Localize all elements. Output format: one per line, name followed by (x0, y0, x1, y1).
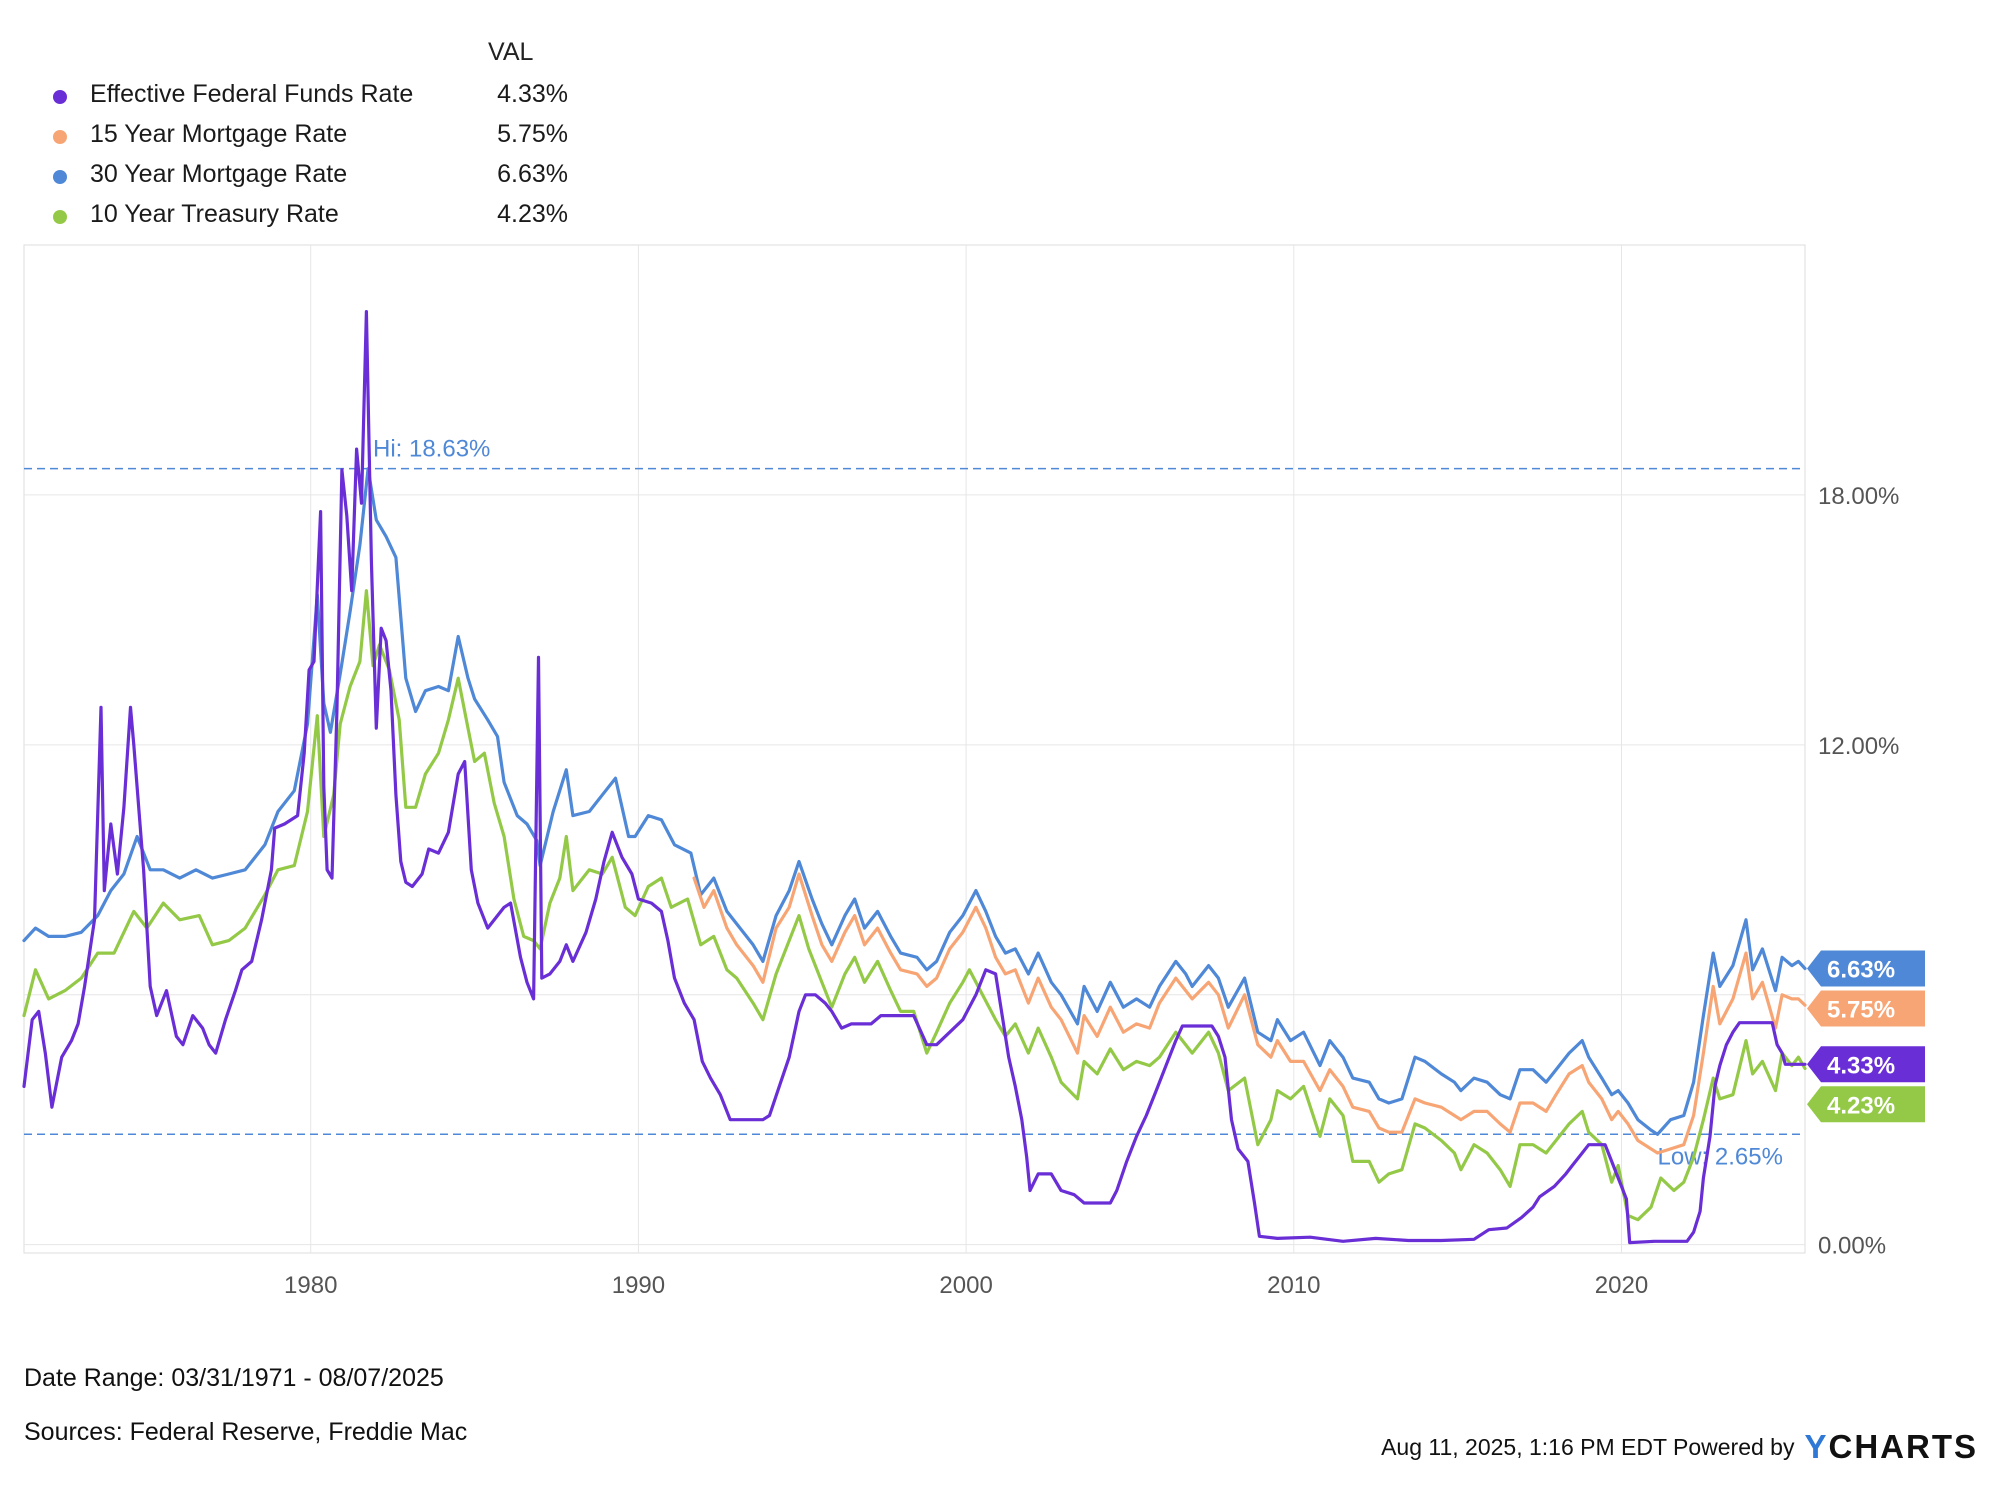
series-lines (22, 310, 1807, 1245)
end-label: 4.33% (1807, 1046, 1925, 1083)
series-line (692, 872, 1807, 1155)
reference-label: Hi: 18.63% (373, 436, 490, 463)
end-label-tag (1807, 1086, 1925, 1123)
x-tick-label: 2020 (1595, 1272, 1648, 1299)
x-tick-label: 2010 (1267, 1272, 1320, 1299)
y-tick-label: 12.00% (1818, 733, 1899, 760)
end-label-text: 4.33% (1827, 1052, 1895, 1079)
legend-value: 4.23% (497, 200, 568, 228)
series-dot-icon (53, 90, 67, 104)
y-axis: 0.00% 12.00% 18.00% (1818, 483, 1899, 1260)
legend-item-10yr-treasury[interactable]: 10 Year Treasury Rate 4.23% (48, 196, 568, 236)
end-label: 6.63% (1807, 950, 1925, 987)
sources: Sources: Federal Reserve, Freddie Mac (24, 1418, 468, 1446)
legend-value: 6.63% (497, 160, 568, 188)
x-axis: 1980 1990 2000 2010 2020 (284, 1272, 1648, 1299)
end-label: 5.75% (1807, 990, 1925, 1027)
legend-item-15yr-mortgage[interactable]: 15 Year Mortgage Rate 5.75% (48, 116, 568, 156)
x-tick-label: 2000 (939, 1272, 992, 1299)
end-label-tag (1807, 990, 1925, 1027)
end-label-tag (1807, 950, 1925, 987)
end-label-text: 5.75% (1827, 997, 1895, 1024)
plot-frame (23, 244, 1806, 1254)
y-tick-label: 18.00% (1818, 483, 1899, 510)
series-line (22, 467, 1807, 1136)
legend-label: 10 Year Treasury Rate (90, 200, 339, 228)
legend-header: VAL (488, 38, 534, 66)
y-tick-label: 0.00% (1818, 1233, 1886, 1260)
series-line (22, 310, 1807, 1245)
series-line (22, 589, 1807, 1222)
x-tick-label: 1980 (284, 1272, 337, 1299)
legend-item-fed-funds[interactable]: Effective Federal Funds Rate 4.33% (48, 76, 568, 116)
end-label: 4.23% (1807, 1086, 1925, 1123)
series-dot-icon (53, 130, 67, 144)
legend-label: Effective Federal Funds Rate (90, 80, 414, 108)
legend-label: 30 Year Mortgage Rate (90, 160, 348, 188)
powered-by: Aug 11, 2025, 1:16 PM EDT Powered by YCH… (1381, 1428, 1978, 1466)
series-dot-icon (53, 210, 67, 224)
end-label-text: 6.63% (1827, 957, 1895, 984)
grid-lines (23, 244, 1806, 1254)
reference-lines: Hi: 18.63%Low: 2.65% (24, 436, 1805, 1170)
legend-value: 4.33% (497, 80, 568, 108)
end-label-text: 4.23% (1827, 1092, 1895, 1119)
end-value-labels: 6.63% 5.75% 4.33% 4.23% (1807, 950, 1925, 1123)
legend-item-30yr-mortgage[interactable]: 30 Year Mortgage Rate 6.63% (48, 156, 568, 196)
legend-value: 5.75% (497, 120, 568, 148)
legend-label: 15 Year Mortgage Rate (90, 120, 348, 148)
timestamp: Aug 11, 2025, 1:16 PM EDT Powered by (1381, 1433, 1795, 1460)
date-range: Date Range: 03/31/1971 - 08/07/2025 (24, 1364, 444, 1392)
series-dot-icon (53, 170, 67, 184)
ycharts-logo[interactable]: YCHARTS (1804, 1428, 1978, 1465)
end-label-tag (1807, 1046, 1925, 1083)
x-tick-label: 1990 (612, 1272, 665, 1299)
